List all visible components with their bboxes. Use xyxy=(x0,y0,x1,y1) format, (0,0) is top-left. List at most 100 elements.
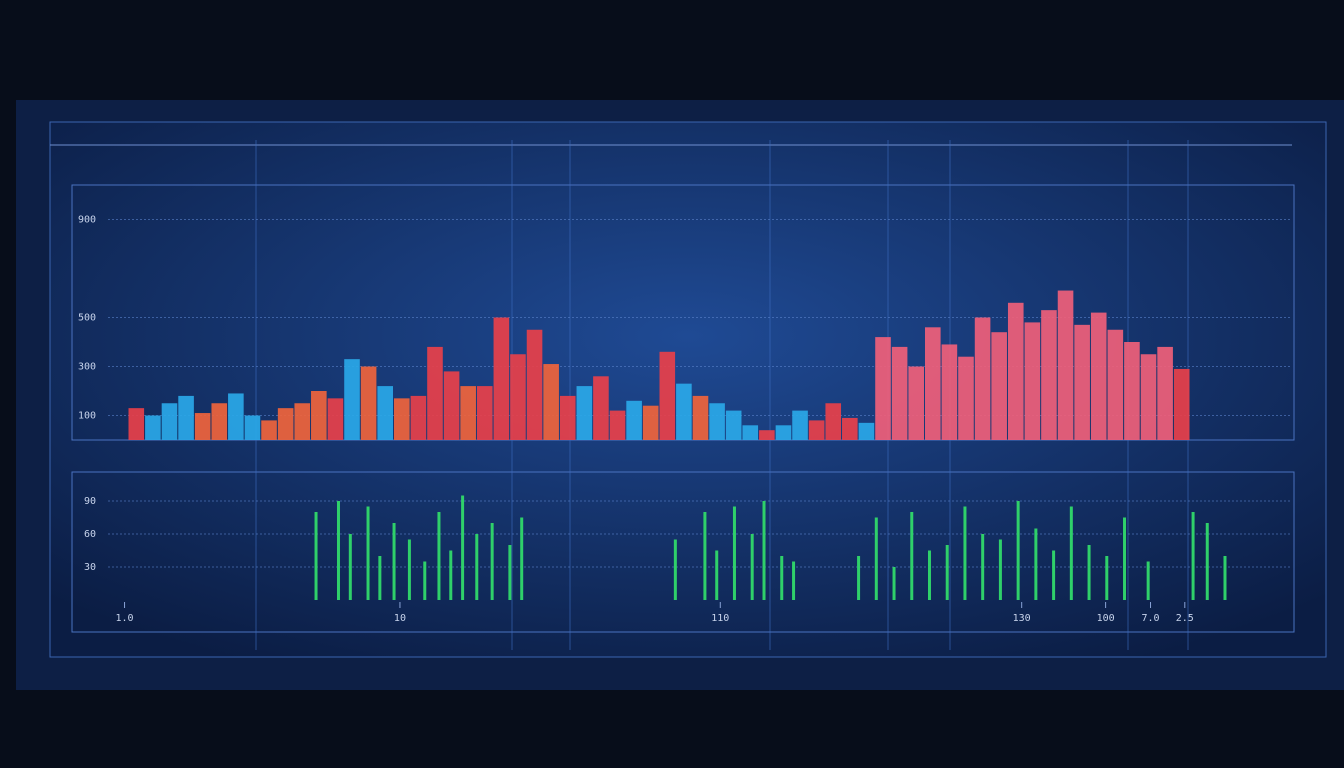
spike xyxy=(981,534,985,600)
spike xyxy=(378,556,382,600)
spike xyxy=(423,561,427,600)
bar xyxy=(244,415,261,440)
bar xyxy=(194,413,211,440)
bar xyxy=(311,391,327,440)
spike xyxy=(945,545,949,600)
bar xyxy=(294,403,311,440)
y-tick-label: 30 xyxy=(84,562,96,573)
bar xyxy=(858,422,875,440)
spike xyxy=(963,506,967,600)
bar xyxy=(1074,324,1090,440)
bar xyxy=(775,425,792,440)
y-tick-label: 300 xyxy=(78,362,96,373)
spike xyxy=(475,534,479,600)
bar xyxy=(327,398,344,440)
spike xyxy=(998,539,1002,600)
bar xyxy=(1057,290,1074,440)
bar xyxy=(1157,346,1173,440)
bar xyxy=(543,364,559,440)
spike xyxy=(1069,506,1073,600)
spike xyxy=(732,506,736,600)
bar xyxy=(941,344,958,440)
spike xyxy=(857,556,861,600)
bar xyxy=(211,403,228,440)
bar xyxy=(626,400,642,440)
spike xyxy=(348,534,352,600)
spike xyxy=(508,545,512,600)
spike xyxy=(673,539,677,600)
bar xyxy=(443,371,460,440)
spike xyxy=(407,539,411,600)
bar xyxy=(559,395,576,440)
y-tick-label: 60 xyxy=(84,529,96,540)
bar xyxy=(609,410,626,440)
spike xyxy=(1016,501,1020,600)
spike xyxy=(314,512,318,600)
bar xyxy=(1007,302,1024,440)
spike xyxy=(792,561,796,600)
bar xyxy=(377,386,393,440)
spike xyxy=(1191,512,1195,600)
bar xyxy=(460,386,476,440)
bar xyxy=(427,346,443,440)
bar xyxy=(991,332,1007,440)
spike xyxy=(490,523,494,600)
bar xyxy=(593,376,609,440)
bar xyxy=(510,354,526,440)
bar xyxy=(1090,312,1107,440)
spike xyxy=(703,512,707,600)
x-tick-label: 1.0 xyxy=(116,613,134,624)
bar xyxy=(742,425,759,440)
bar xyxy=(676,383,692,440)
bar xyxy=(410,395,427,440)
spike xyxy=(1034,528,1038,600)
bar xyxy=(526,329,543,440)
bar xyxy=(709,403,725,440)
spike xyxy=(1146,561,1150,600)
bar xyxy=(1140,354,1157,440)
bar xyxy=(725,410,742,440)
bar xyxy=(792,410,808,440)
bar xyxy=(1041,310,1057,440)
bar xyxy=(261,420,277,440)
bar xyxy=(576,386,593,440)
bar xyxy=(476,386,493,440)
x-tick-label: 130 xyxy=(1013,613,1031,624)
bar xyxy=(1124,342,1140,440)
bar xyxy=(128,408,145,440)
spike xyxy=(715,550,719,600)
spike xyxy=(762,501,766,600)
spike xyxy=(892,567,896,600)
y-tick-label: 500 xyxy=(78,313,96,324)
y-tick-label: 900 xyxy=(78,215,96,226)
bar xyxy=(344,359,360,440)
x-tick-label: 100 xyxy=(1097,613,1115,624)
spike xyxy=(1087,545,1091,600)
x-tick-label: 7.0 xyxy=(1141,613,1159,624)
bar xyxy=(875,337,891,440)
bar xyxy=(908,366,924,440)
x-tick-label: 10 xyxy=(394,613,406,624)
x-tick-label: 110 xyxy=(711,613,729,624)
bar xyxy=(277,408,294,440)
bar xyxy=(642,405,659,440)
bar xyxy=(1024,322,1041,440)
spike xyxy=(461,495,465,600)
bar xyxy=(178,395,194,440)
spike xyxy=(780,556,784,600)
spike xyxy=(1123,517,1127,600)
bar xyxy=(958,356,974,440)
bar xyxy=(891,346,908,440)
y-tick-label: 90 xyxy=(84,496,96,507)
bar xyxy=(974,317,991,440)
spike xyxy=(437,512,441,600)
bar xyxy=(808,420,825,440)
spike xyxy=(874,517,878,600)
spike xyxy=(366,506,370,600)
y-tick-label: 100 xyxy=(78,411,96,422)
x-tick-label: 2.5 xyxy=(1176,613,1194,624)
bar xyxy=(394,398,410,440)
bar xyxy=(692,395,709,440)
